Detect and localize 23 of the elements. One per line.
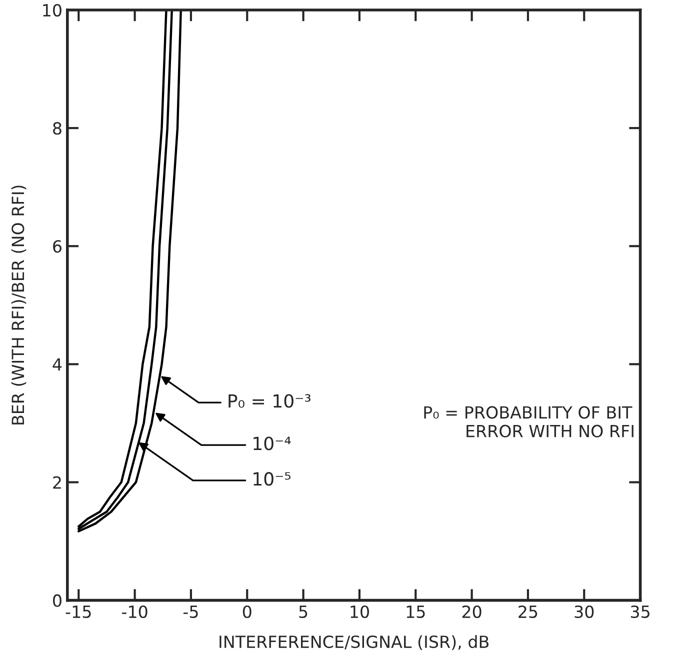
y-tick-label: 0 [53,594,62,607]
y-tick-label: 2 [53,476,61,489]
x-tick-label: 25 [518,605,538,618]
x-tick-label: 5 [299,606,308,618]
annotation: 10⁻⁵ [254,472,291,486]
y-tick-label: 10 [43,4,62,17]
x-tick-label: 10 [350,605,369,618]
x-tick-label: -15 [66,606,91,618]
x-tick-label: 30 [574,605,594,618]
x-tick-label: 15 [406,606,425,618]
annotation: P₀ = PROBABILITY OF BIT ERROR WITH NO RFI [424,406,634,438]
annotation: 10⁻⁴ [254,436,291,450]
x-axis-title: INTERFERENCE/SIGNAL (ISR), dB [220,635,489,650]
y-axis-title: BER (WITH RFI)/BER (NO RFI) [11,186,26,424]
y-tick-label: 8 [53,122,62,135]
x-tick-label: -5 [183,606,198,618]
x-tick-label: 0 [242,605,252,618]
x-tick-label: -10 [122,605,148,618]
annotation: P₀ = 10⁻³ [228,394,310,408]
y-tick-label: 4 [52,358,62,371]
x-tick-label: 35 [630,605,650,618]
y-tick-label: 6 [53,240,62,253]
x-tick-label: 20 [462,605,482,618]
